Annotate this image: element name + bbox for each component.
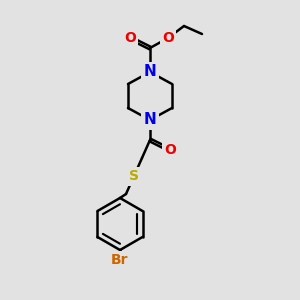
Text: S: S: [129, 169, 139, 183]
Text: O: O: [162, 31, 174, 45]
Text: O: O: [124, 31, 136, 45]
Text: O: O: [164, 143, 176, 157]
Text: N: N: [144, 64, 156, 80]
Text: Br: Br: [111, 253, 129, 267]
Text: N: N: [144, 112, 156, 128]
